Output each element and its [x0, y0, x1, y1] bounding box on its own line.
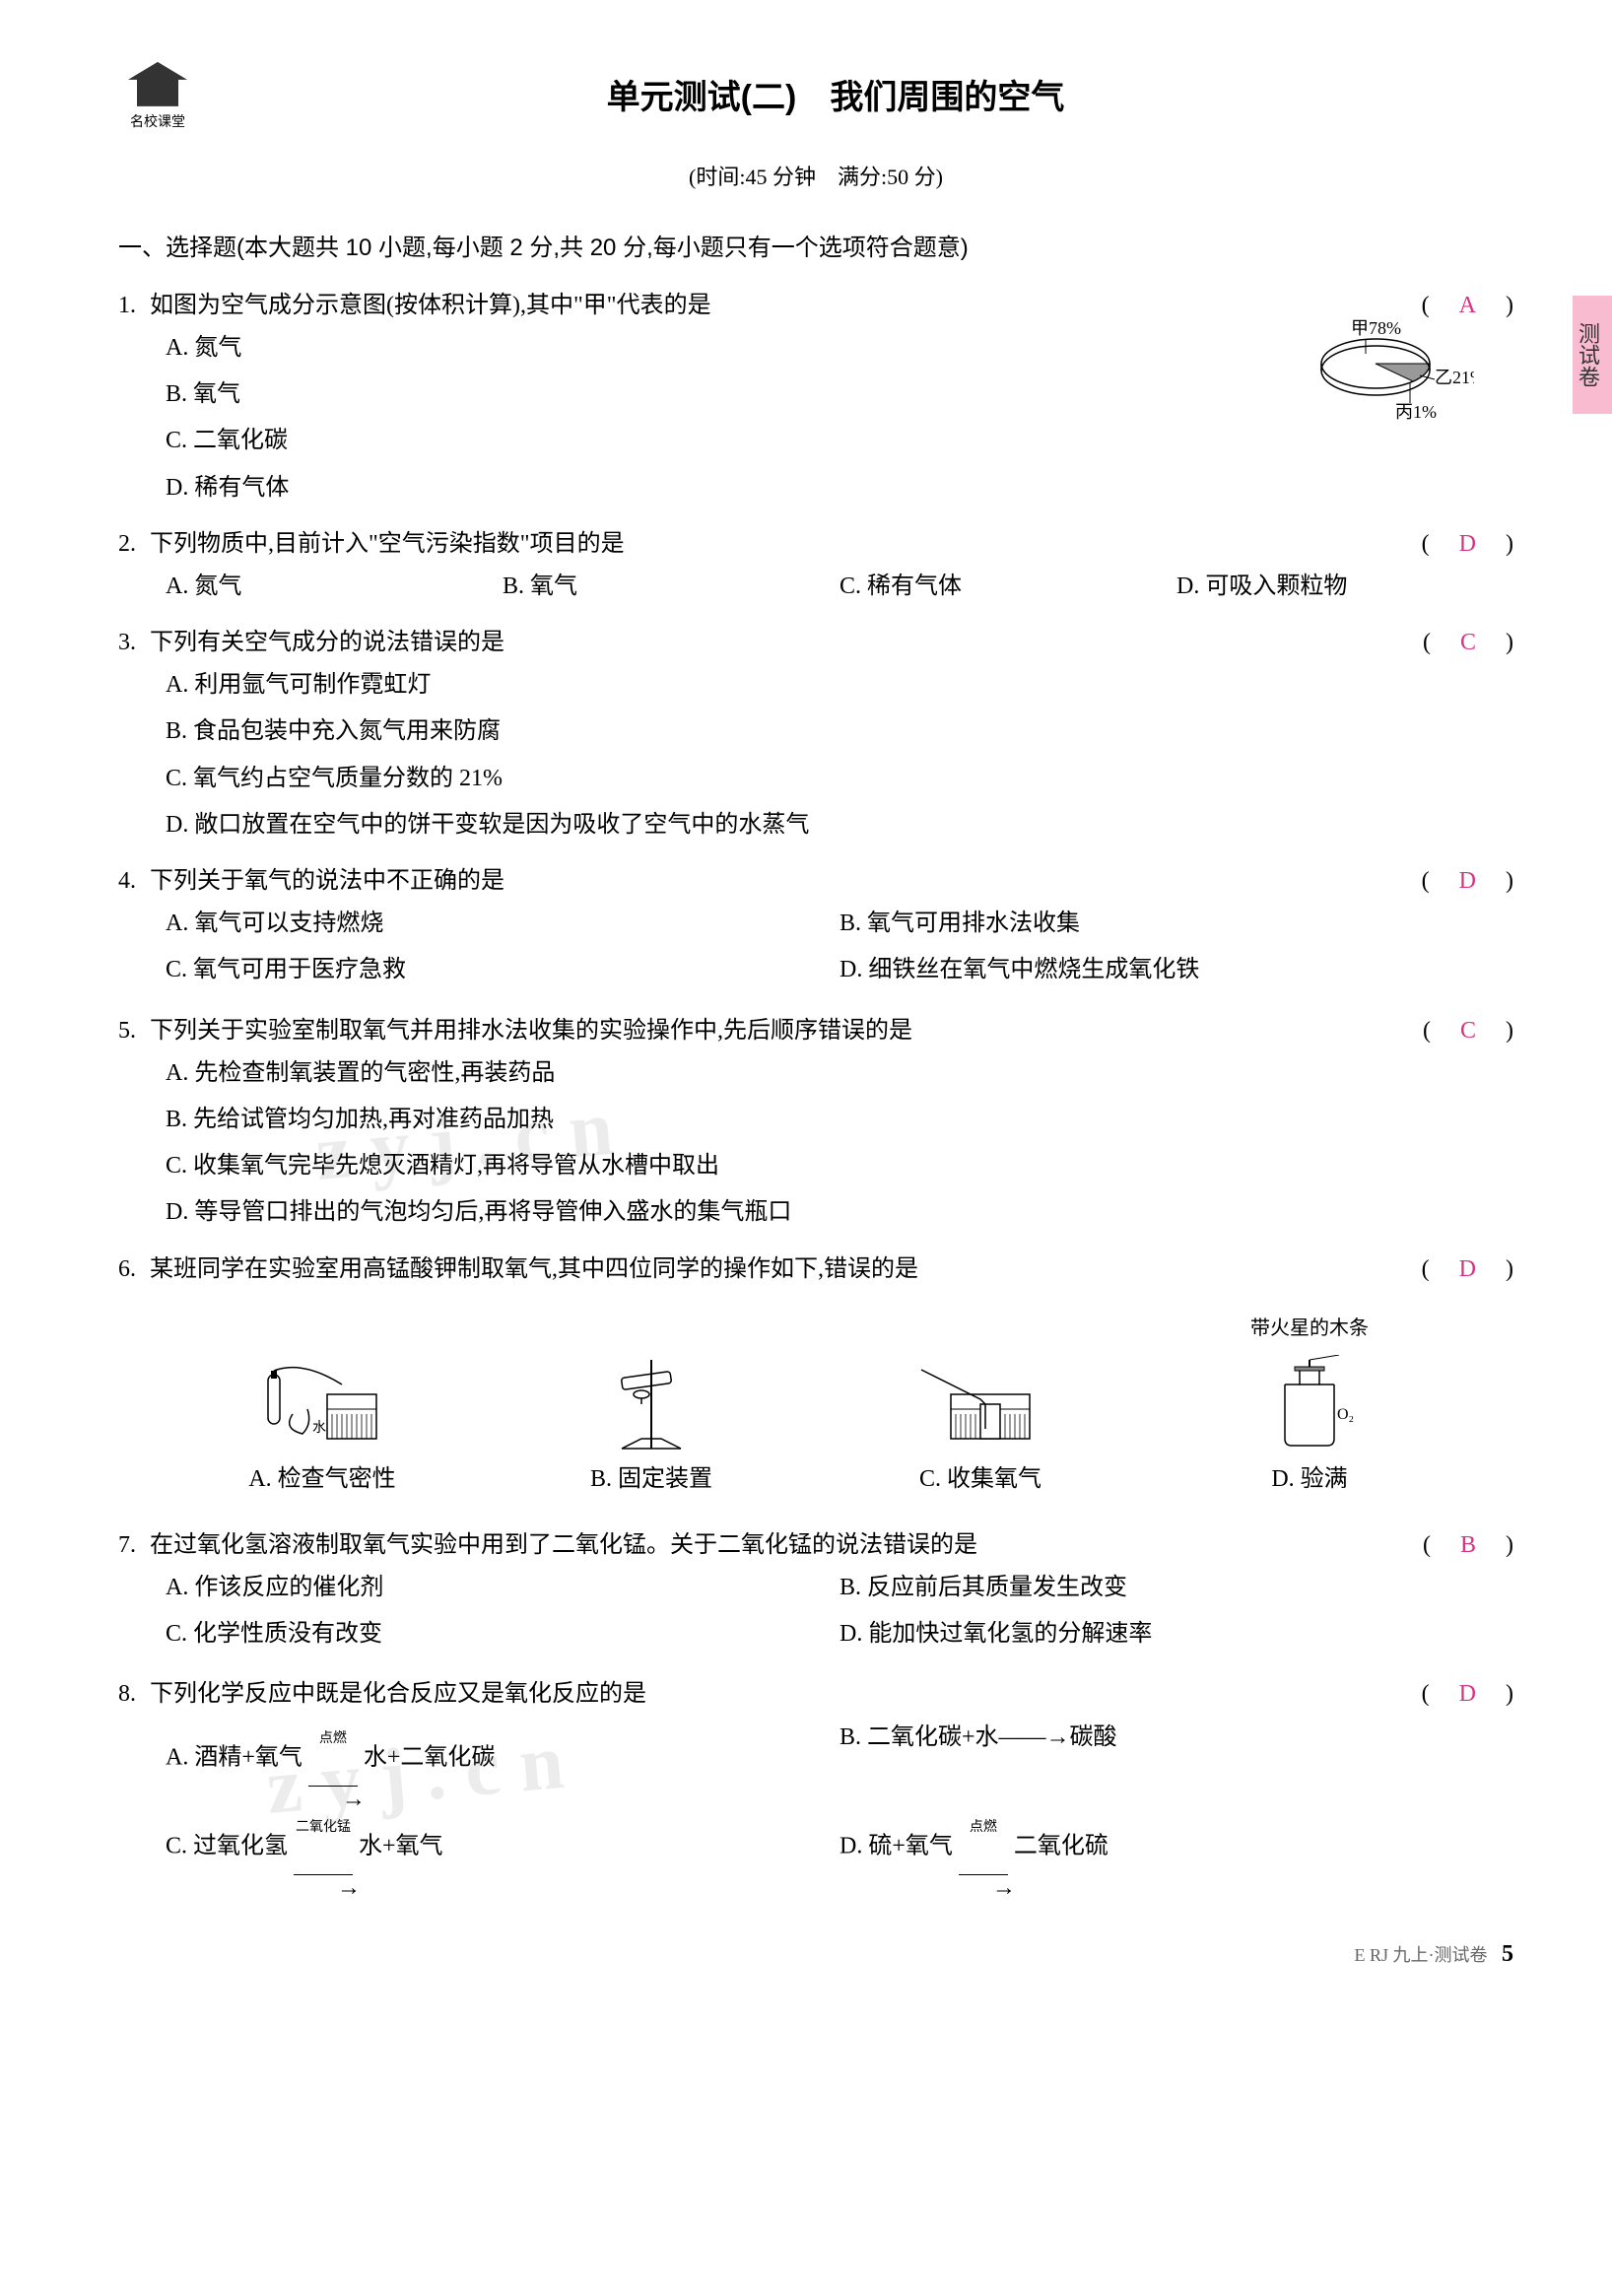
q2-text: 下列物质中,目前计入"空气污染指数"项目的是 [150, 523, 1513, 566]
page-footer: E RJ 九上·测试卷 5 [118, 1933, 1513, 1976]
section-header: 一、选择题(本大题共 10 小题,每小题 2 分,共 20 分,每小题只有一个选… [118, 227, 1513, 269]
question-8: zyj.cn 8. 下列化学反应中既是化合反应又是氧化反应的是 ( D ) A.… [118, 1673, 1513, 1894]
side-tab: 测试卷 [1573, 296, 1612, 414]
q2-option-c: C. 稀有气体 [840, 566, 1176, 608]
question-5: zyj.cn 5. 下列关于实验室制取氧气并用排水法收集的实验操作中,先后顺序错… [118, 1010, 1513, 1235]
q4-option-b: B. 氧气可用排水法收集 [840, 903, 1513, 945]
q5-option-a: A. 先检查制氧装置的气密性,再装药品 [166, 1052, 1513, 1095]
q1-option-d: D. 稀有气体 [166, 467, 1513, 509]
q7-option-a: A. 作该反应的催化剂 [166, 1567, 840, 1609]
q2-num: 2. [118, 523, 150, 566]
q4-answer: D [1453, 868, 1482, 894]
logo: 名校课堂 [118, 59, 197, 138]
pie-label-1: 甲78% [1351, 318, 1401, 338]
q8-option-c: C. 过氧化氢 二氧化锰 → 水+氧气 [166, 1805, 840, 1890]
q4-num: 4. [118, 860, 150, 903]
arrow-icon: 点燃 → [959, 1805, 1008, 1890]
q5-text: 下列关于实验室制取氧气并用排水法收集的实验操作中,先后顺序错误的是 [150, 1010, 1513, 1052]
q3-option-d: D. 敞口放置在空气中的饼干变软是因为吸收了空气中的水蒸气 [166, 804, 1513, 846]
svg-text:水: 水 [312, 1420, 326, 1436]
q4-option-d: D. 细铁丝在氧气中燃烧生成氧化铁 [840, 949, 1513, 991]
question-3: 3. 下列有关空气成分的说法错误的是 ( C ) A. 利用氩气可制作霓虹灯 B… [118, 622, 1513, 846]
arrow-icon: 点燃 → [308, 1717, 358, 1801]
school-icon [128, 62, 187, 106]
pie-label-2: 乙21% [1435, 368, 1474, 387]
q1-num: 1. [118, 285, 150, 327]
q4-answer-bracket: ( D ) [1422, 860, 1513, 903]
question-2: 2. 下列物质中,目前计入"空气污染指数"项目的是 ( D ) A. 氮气 B.… [118, 523, 1513, 608]
q5-option-d: D. 等导管口排出的气泡均匀后,再将导管伸入盛水的集气瓶口 [166, 1191, 1513, 1234]
page-title: 单元测试(二) 我们周围的空气 [236, 68, 1435, 128]
q4-text: 下列关于氧气的说法中不正确的是 [150, 860, 1513, 903]
q2-option-b: B. 氧气 [503, 566, 840, 608]
q6-option-d: D. 验满 [1145, 1458, 1474, 1501]
page-number: 5 [1502, 1941, 1513, 1967]
q7-option-c: C. 化学性质没有改变 [166, 1613, 840, 1655]
q7-answer: B [1454, 1532, 1482, 1558]
page-subtitle: (时间:45 分钟 满分:50 分) [118, 158, 1513, 197]
q8-num: 8. [118, 1673, 150, 1716]
q3-option-c: C. 氧气约占空气质量分数的 21% [166, 758, 1513, 800]
q6-option-a: A. 检查气密性 [158, 1458, 487, 1501]
q8-answer-bracket: ( D ) [1422, 1673, 1513, 1716]
q4-option-c: C. 氧气可用于医疗急救 [166, 949, 840, 991]
q2-answer-bracket: ( D ) [1422, 523, 1513, 566]
q3-answer: C [1454, 630, 1482, 655]
q2-option-a: A. 氮气 [166, 566, 503, 608]
pie-chart: 甲78% 乙21% 丙1% [1297, 304, 1474, 457]
q3-option-a: A. 利用氩气可制作霓虹灯 [166, 664, 1513, 707]
q8-answer: D [1453, 1681, 1482, 1707]
q5-option-b: B. 先给试管均匀加热,再对准药品加热 [166, 1099, 1513, 1141]
q7-num: 7. [118, 1524, 150, 1567]
q6-option-b: B. 固定装置 [487, 1458, 816, 1501]
q3-text: 下列有关空气成分的说法错误的是 [150, 622, 1513, 664]
question-7: 7. 在过氧化氢溶液制取氧气实验中用到了二氧化锰。关于二氧化锰的说法错误的是 (… [118, 1524, 1513, 1660]
q3-answer-bracket: ( C ) [1423, 622, 1513, 664]
q7-option-d: D. 能加快过氧化氢的分解速率 [840, 1613, 1513, 1655]
q5-answer: C [1454, 1018, 1482, 1044]
q6-text: 某班同学在实验室用高锰酸钾制取氧气,其中四位同学的操作如下,错误的是 [150, 1249, 1513, 1291]
q5-answer-bracket: ( C ) [1423, 1010, 1513, 1052]
q6-option-c: C. 收集氧气 [816, 1458, 1145, 1501]
diagram-d: 带火星的木条 O₂ D. 验满 [1145, 1311, 1474, 1501]
diagram-a: 水 A. 检查气密性 [158, 1311, 487, 1501]
diagram-c: C. 收集氧气 [816, 1311, 1145, 1501]
page-header: 名校课堂 单元测试(二) 我们周围的空气 [118, 59, 1513, 138]
q4-option-a: A. 氧气可以支持燃烧 [166, 903, 840, 945]
q5-option-c: C. 收集氧气完毕先熄灭酒精灯,再将导管从水槽中取出 [166, 1145, 1513, 1187]
q8-option-b: B. 二氧化碳+水——→碳酸 [840, 1717, 1513, 1801]
q3-num: 3. [118, 622, 150, 664]
diagram-b: B. 固定装置 [487, 1311, 816, 1501]
q8-text: 下列化学反应中既是化合反应又是氧化反应的是 [150, 1673, 1513, 1716]
pie-label-3: 丙1% [1395, 402, 1437, 422]
q6-top-label: 带火星的木条 [1145, 1311, 1474, 1346]
q6-answer: D [1453, 1256, 1482, 1282]
question-1: 1. 如图为空气成分示意图(按体积计算),其中"甲"代表的是 ( A ) A. … [118, 285, 1513, 509]
q7-option-b: B. 反应前后其质量发生改变 [840, 1567, 1513, 1609]
q5-num: 5. [118, 1010, 150, 1052]
question-6: 6. 某班同学在实验室用高锰酸钾制取氧气,其中四位同学的操作如下,错误的是 ( … [118, 1249, 1513, 1511]
question-4: 4. 下列关于氧气的说法中不正确的是 ( D ) A. 氧气可以支持燃烧 B. … [118, 860, 1513, 996]
footer-text: E RJ 九上·测试卷 [1355, 1945, 1488, 1965]
q7-answer-bracket: ( B ) [1423, 1524, 1513, 1567]
q2-option-d: D. 可吸入颗粒物 [1176, 566, 1513, 608]
q2-answer: D [1453, 531, 1482, 557]
svg-text:O₂: O₂ [1337, 1406, 1354, 1423]
q3-option-b: B. 食品包装中充入氮气用来防腐 [166, 710, 1513, 753]
q6-answer-bracket: ( D ) [1422, 1249, 1513, 1291]
q8-option-a: A. 酒精+氧气 点燃 → 水+二氧化碳 [166, 1717, 840, 1801]
q6-num: 6. [118, 1249, 150, 1291]
q7-text: 在过氧化氢溶液制取氧气实验中用到了二氧化锰。关于二氧化锰的说法错误的是 [150, 1524, 1513, 1567]
q8-option-d: D. 硫+氧气 点燃 → 二氧化硫 [840, 1805, 1513, 1890]
logo-text: 名校课堂 [130, 110, 185, 135]
diagrams-row: 水 A. 检查气密性 B. 固定装置 [118, 1301, 1513, 1511]
